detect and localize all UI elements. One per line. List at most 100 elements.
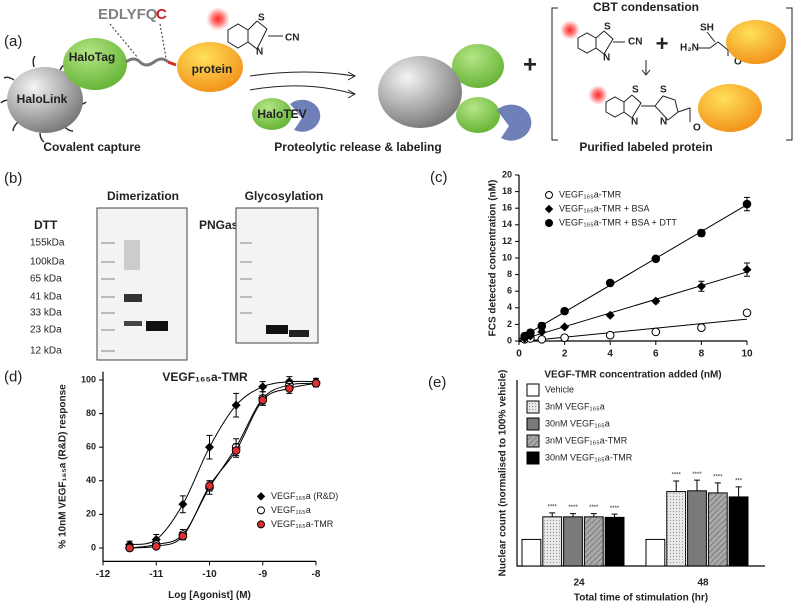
marker bbox=[257, 506, 265, 515]
error-bar bbox=[549, 512, 556, 517]
protein-label: protein bbox=[192, 62, 233, 76]
gel-caption: VEGF₁₆₅a-TMR bbox=[162, 370, 248, 384]
y-tick-label: 60 bbox=[86, 442, 96, 452]
mw-label: 41 kDa bbox=[30, 292, 62, 303]
atom: O bbox=[734, 57, 742, 68]
marker bbox=[697, 323, 706, 333]
legend-label: VEGF₁₆₅a-TMR + BSA + DTT bbox=[559, 217, 677, 227]
axis bbox=[518, 175, 747, 342]
halotev-shape bbox=[456, 97, 500, 133]
bar bbox=[563, 516, 583, 567]
panel-label: (c) bbox=[430, 169, 448, 186]
marker bbox=[258, 382, 268, 392]
legend-label: 3nM VEGF₁₆₅a-TMR bbox=[545, 435, 628, 445]
halolink-bead bbox=[7, 67, 83, 133]
marker bbox=[544, 204, 554, 214]
significance: **** bbox=[610, 506, 620, 512]
y-tick-label: 8 bbox=[507, 269, 512, 279]
marker bbox=[560, 306, 569, 316]
dye bbox=[206, 7, 230, 31]
error-bar bbox=[694, 479, 700, 491]
marker bbox=[258, 395, 268, 405]
bar bbox=[604, 516, 625, 567]
bar-pattern bbox=[666, 491, 686, 566]
y-axis-label: % 10nM VEGF₁₆₅a (R&D) response bbox=[58, 384, 69, 549]
gel-band bbox=[146, 321, 168, 331]
pointer bbox=[109, 23, 167, 59]
y-tick-label: 0 bbox=[507, 335, 512, 345]
panel-label: (b) bbox=[4, 170, 22, 187]
mw-label: 12 kDa bbox=[30, 346, 62, 357]
halotev-shape bbox=[252, 98, 292, 130]
gel-title: Dimerization bbox=[107, 189, 179, 203]
panel-label: (e) bbox=[428, 374, 446, 391]
marker bbox=[651, 254, 661, 264]
x-tick-label: 10 bbox=[741, 349, 753, 360]
ladder bbox=[101, 242, 115, 352]
dye bbox=[560, 20, 580, 40]
x-tick-label: -8 bbox=[312, 569, 321, 580]
marker bbox=[537, 321, 547, 331]
marker bbox=[285, 384, 294, 393]
plus: + bbox=[656, 31, 669, 56]
legend-label: VEGF₁₆₅a-TMR bbox=[271, 519, 334, 529]
protein-shape bbox=[177, 42, 243, 92]
marker bbox=[125, 543, 134, 553]
cleavage-site-mark bbox=[167, 60, 177, 67]
halotag-shape bbox=[452, 44, 504, 88]
x-tick-label: -11 bbox=[149, 569, 163, 580]
halotag-label: HaloTag bbox=[69, 50, 115, 64]
step-label: Proteolytic release & labeling bbox=[274, 140, 441, 154]
x-axis-label: Log [Agonist] (M) bbox=[168, 590, 251, 601]
gel-band bbox=[124, 294, 142, 302]
fit-line bbox=[518, 318, 748, 343]
atom: S bbox=[604, 22, 611, 33]
marker bbox=[651, 296, 661, 306]
atom: N bbox=[603, 53, 610, 64]
atom: S bbox=[632, 85, 639, 96]
marker bbox=[651, 327, 661, 337]
fit-line bbox=[518, 204, 748, 340]
legend-swatch bbox=[526, 383, 540, 397]
marker bbox=[605, 310, 615, 320]
marker bbox=[545, 219, 553, 227]
axis bbox=[102, 371, 316, 562]
halotev-label: HaloTEV bbox=[257, 107, 306, 121]
significance: **** bbox=[672, 473, 682, 479]
significance: **** bbox=[713, 474, 723, 480]
error-bar bbox=[611, 513, 618, 518]
plus: + bbox=[523, 51, 537, 78]
atom: O bbox=[693, 123, 701, 134]
halotag-shape bbox=[63, 38, 127, 90]
bar bbox=[687, 490, 707, 567]
halolink-bead bbox=[378, 56, 462, 128]
x-tick-label: 6 bbox=[653, 349, 659, 360]
gel-row-label: PNGase bbox=[199, 218, 245, 232]
gel-row-label: DTT bbox=[34, 218, 58, 232]
marker bbox=[178, 499, 188, 509]
marker bbox=[537, 327, 547, 337]
marker bbox=[231, 400, 241, 410]
bar bbox=[645, 538, 666, 567]
x-tick-label: 0 bbox=[516, 349, 522, 360]
x-tick-label: -9 bbox=[258, 569, 267, 580]
atom: N bbox=[256, 47, 263, 58]
legend-swatch bbox=[527, 435, 539, 447]
product-structure bbox=[605, 94, 691, 122]
marker bbox=[311, 379, 321, 388]
marker bbox=[742, 265, 752, 275]
x-axis-label: Total time of stimulation (hr) bbox=[574, 593, 708, 604]
y-tick-label: 20 bbox=[502, 169, 512, 179]
marker bbox=[560, 322, 570, 332]
legend-label: VEGF₁₆₅a bbox=[271, 505, 311, 515]
x-tick-label: -12 bbox=[96, 569, 111, 580]
gel bbox=[235, 207, 319, 344]
gel-band bbox=[289, 330, 309, 337]
marker bbox=[231, 446, 241, 455]
bar-pattern bbox=[542, 516, 562, 566]
mw-label: 33 kDa bbox=[30, 308, 62, 319]
marker bbox=[605, 330, 615, 340]
marker bbox=[526, 328, 535, 338]
mw-label: 100kDa bbox=[30, 257, 65, 268]
